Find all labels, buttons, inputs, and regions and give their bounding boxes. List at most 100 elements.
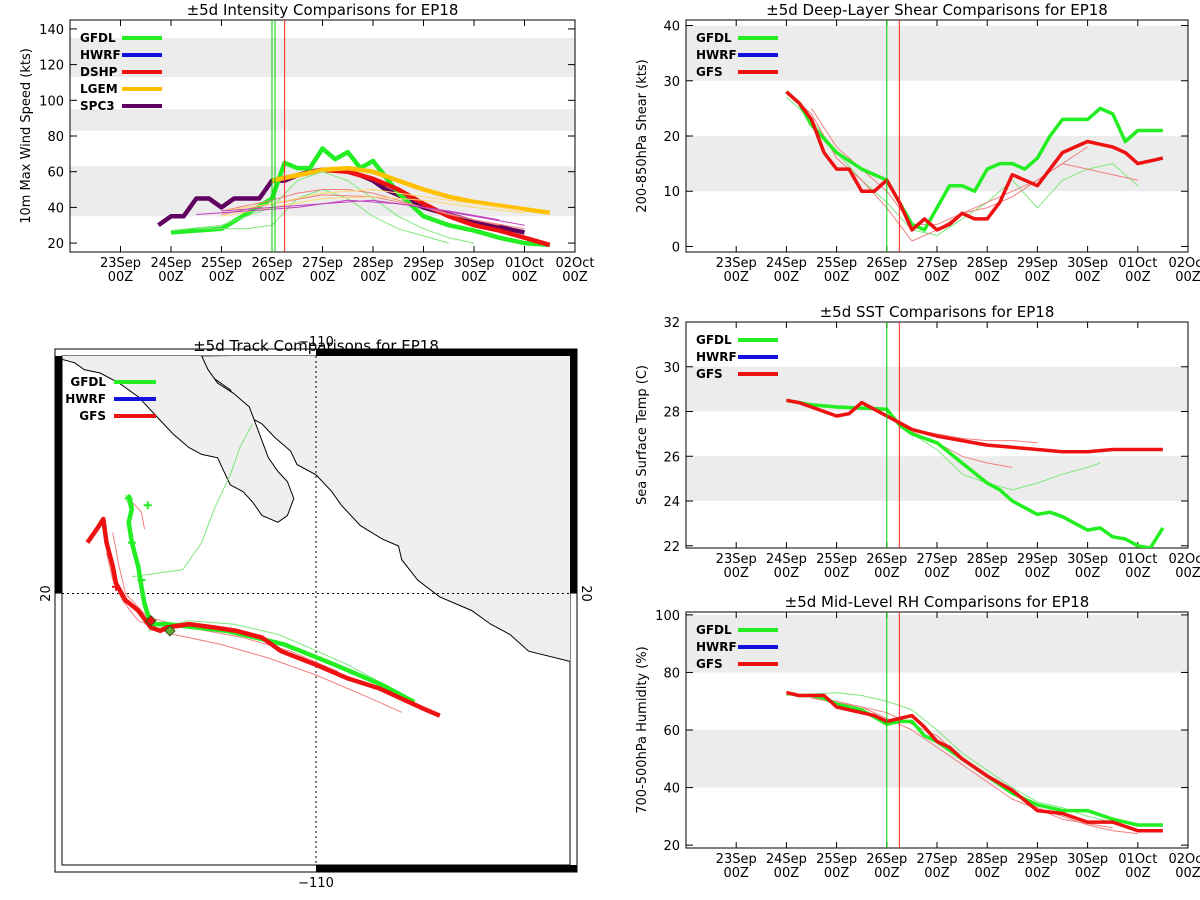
legend-label: GFDL xyxy=(696,333,732,347)
x-tick-label-date: 30Sep xyxy=(453,256,494,271)
track-marker xyxy=(137,575,146,584)
x-tick-label-hour: 00Z xyxy=(723,866,749,881)
x-tick-label-date: 29Sep xyxy=(403,256,444,271)
legend-label: DSHP xyxy=(80,65,118,79)
series-line-gfs xyxy=(785,90,1164,232)
x-tick-label-date: 27Sep xyxy=(916,552,957,567)
y-tick-label: 80 xyxy=(47,130,64,145)
x-tick-label-hour: 00Z xyxy=(108,270,134,285)
legend-label: GFDL xyxy=(80,31,116,45)
legend-label: HWRF xyxy=(80,48,121,62)
legend-label: GFDL xyxy=(70,375,106,389)
y-tick-label: 140 xyxy=(39,23,64,38)
legend-label: HWRF xyxy=(65,392,106,406)
x-tick-label-hour: 00Z xyxy=(924,270,950,285)
y-tick-label: 40 xyxy=(663,782,680,797)
x-tick-label-hour: 00Z xyxy=(512,270,538,285)
band xyxy=(686,456,1188,502)
x-tick-label-date: 01Oct xyxy=(1118,552,1157,567)
y-tick-label: 40 xyxy=(47,201,64,216)
x-tick-label-date: 29Sep xyxy=(1017,256,1058,271)
x-tick-label-date: 02Oct xyxy=(1168,552,1200,567)
x-tick-label-date: 02Oct xyxy=(555,256,594,271)
x-tick-label-hour: 00Z xyxy=(1025,866,1051,881)
x-tick-label-hour: 00Z xyxy=(774,566,800,581)
x-tick-label-hour: 00Z xyxy=(974,270,1000,285)
x-tick-label-hour: 00Z xyxy=(1175,270,1200,285)
track-line-gfdl-prior-2 xyxy=(131,423,253,578)
track-marker xyxy=(127,538,136,547)
x-tick-label-date: 24Sep xyxy=(766,552,807,567)
map-border-bar xyxy=(316,865,577,872)
x-tick-label-hour: 00Z xyxy=(824,566,850,581)
chart-title: ±5d Deep-Layer Shear Comparisons for EP1… xyxy=(766,1,1108,19)
x-tick-label-hour: 00Z xyxy=(924,566,950,581)
x-tick-label-date: 24Sep xyxy=(766,852,807,867)
series-line-gfdl-prior-2 xyxy=(196,189,449,244)
x-tick-label-date: 28Sep xyxy=(967,256,1008,271)
series-group xyxy=(785,90,1164,242)
x-tick-label-hour: 00Z xyxy=(411,270,437,285)
x-tick-label-date: 24Sep xyxy=(150,256,191,271)
series-line-gfdl-prior xyxy=(170,171,475,244)
map-outer-frame xyxy=(54,348,578,873)
band xyxy=(70,166,575,217)
x-tick-label-hour: 00Z xyxy=(1175,566,1200,581)
series-line-gfdl xyxy=(785,90,1163,232)
y-axis-label: Sea Surface Temp (C) xyxy=(635,365,650,505)
y-tick-label: 30 xyxy=(663,75,680,90)
y-tick-label: 100 xyxy=(655,609,680,624)
chart-sst: ±5d SST Comparisons for EP18 22 24 26 28 30 32… xyxy=(635,303,1200,581)
y-tick-label: 32 xyxy=(663,316,680,331)
y-tick-label: 20 xyxy=(663,839,680,854)
x-tick-label-date: 28Sep xyxy=(967,852,1008,867)
latitude-label-left: 20 xyxy=(39,585,54,602)
x-tick-label-date: 30Sep xyxy=(1067,256,1108,271)
x-tick-label-date: 26Sep xyxy=(251,256,292,271)
x-tick-label-date: 23Sep xyxy=(716,852,757,867)
x-tick-label-date: 02Oct xyxy=(1168,256,1200,271)
x-tick-label-hour: 00Z xyxy=(1175,866,1200,881)
x-tick-label-date: 28Sep xyxy=(967,552,1008,567)
series-line-dshp-prior xyxy=(221,189,500,226)
x-tick-label-date: 01Oct xyxy=(505,256,544,271)
x-tick-label-hour: 00Z xyxy=(824,866,850,881)
longitude-label-bottom: −110 xyxy=(298,876,334,891)
x-tick-label-hour: 00Z xyxy=(974,866,1000,881)
series-line-gfdl xyxy=(786,398,1165,548)
y-tick-label: 22 xyxy=(663,540,680,555)
map-border-bar xyxy=(316,349,577,356)
y-tick-label: 80 xyxy=(663,666,680,681)
track-line-gfdl-prior xyxy=(147,620,380,683)
y-tick-label: 120 xyxy=(39,59,64,74)
x-tick-label-hour: 00Z xyxy=(824,270,850,285)
chart-title: ±5d SST Comparisons for EP18 xyxy=(820,303,1055,321)
series-line-gfs-prior-2 xyxy=(811,697,1113,829)
x-tick-label-hour: 00Z xyxy=(723,270,749,285)
legend-label: HWRF xyxy=(696,48,737,62)
latitude-label-right: 20 xyxy=(578,585,593,602)
legend-label: GFS xyxy=(79,409,106,423)
x-tick-label-hour: 00Z xyxy=(1025,270,1051,285)
y-tick-label: 100 xyxy=(39,94,64,109)
x-tick-label-date: 27Sep xyxy=(916,852,957,867)
track-marker xyxy=(164,625,176,637)
x-tick-label-date: 24Sep xyxy=(766,256,807,271)
y-tick-label: 30 xyxy=(663,361,680,376)
y-axis-label: 700-500hPa Humidity (%) xyxy=(635,646,650,813)
x-tick-label-hour: 00Z xyxy=(774,866,800,881)
x-tick-label-date: 25Sep xyxy=(816,852,857,867)
map-border-bar xyxy=(55,356,62,594)
x-tick-label-date: 23Sep xyxy=(100,256,141,271)
y-axis-label: 10m Max Wind Speed (kts) xyxy=(19,48,34,224)
x-tick-label-date: 26Sep xyxy=(866,256,907,271)
x-tick-label-hour: 00Z xyxy=(974,566,1000,581)
x-tick-label-date: 29Sep xyxy=(1017,852,1058,867)
track-line-gfdl xyxy=(126,494,416,705)
legend-label: HWRF xyxy=(696,350,737,364)
band xyxy=(686,730,1188,788)
track-marker xyxy=(124,494,133,503)
x-tick-label-hour: 00Z xyxy=(1125,866,1151,881)
track-line-gfs xyxy=(85,516,441,718)
